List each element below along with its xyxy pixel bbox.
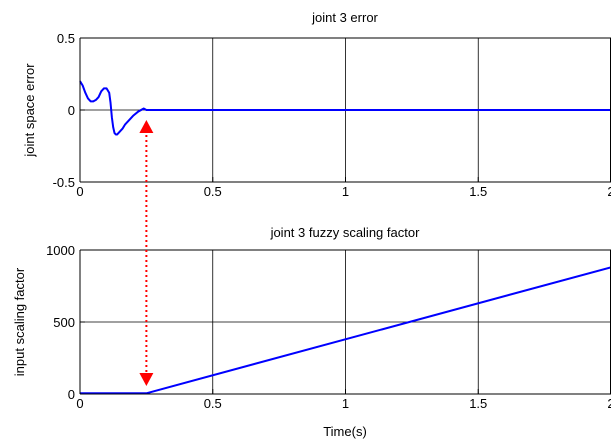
chart-title-scaling: joint 3 fuzzy scaling factor [270,225,421,240]
y-ticks-error: -0.5 0 0.5 [53,31,85,190]
series-scaling [80,266,611,395]
y-ticks-scaling: 0 500 1000 [46,243,85,402]
x-ticks-error: 0 0.5 1 1.5 2 [76,177,611,199]
chart-error: 00.511.52 -0.500.5 joint 3 error joint s… [22,10,611,199]
x-tick-label: 0 [76,184,83,199]
grid-scaling [80,250,611,394]
x-tick-label: 1 [342,184,349,199]
series-line [80,266,611,395]
x-ticks-scaling: 0 0.5 1 1.5 2 [76,389,611,411]
x-tick-label: 0.5 [204,184,222,199]
x-tick-label: 1.5 [469,184,487,199]
y-tick-label: 0 [68,103,75,118]
x-tick-label: 0.5 [204,396,222,411]
x-axis-label-scaling: Time(s) [323,424,367,439]
y-tick-label: 1000 [46,243,75,258]
x-tick-label: 2 [607,184,611,199]
y-tick-label: -0.5 [53,175,75,190]
annotation-arrowhead-up [139,120,154,133]
y-axis-label-error: joint space error [22,63,37,158]
y-axis-label-scaling: input scaling factor [12,267,27,376]
annotation-double-arrow [139,120,154,386]
x-tick-label: 2 [607,396,611,411]
y-tick-label: 0 [68,387,75,402]
x-tick-label: 1 [342,396,349,411]
chart-title-error: joint 3 error [311,10,378,25]
y-tick-label: 500 [53,315,75,330]
y-tick-label: 0.5 [57,31,75,46]
series-error [79,80,611,136]
series-line [79,80,611,136]
x-tick-label: 0 [76,396,83,411]
x-tick-label: 1.5 [469,396,487,411]
chart-scaling: 0 0.5 1 1.5 2 0 500 1000 joint 3 fuzzy scaling… [12,225,611,439]
annotation-arrowhead-down [139,373,154,386]
